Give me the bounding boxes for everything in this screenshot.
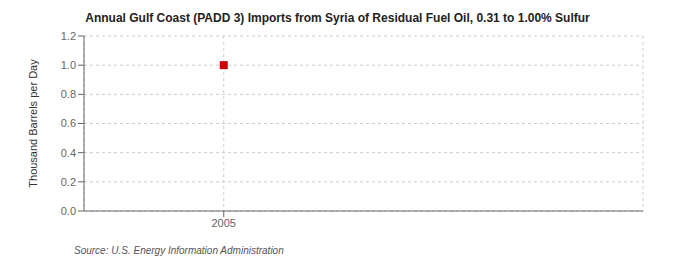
html-text:Annual Gulf Coast (PADD 3) Imp: Annual Gulf Coast (PADD 3) Imports from … — [85, 11, 590, 25]
svg-text:0.6: 0.6 — [61, 117, 76, 129]
svg-text:1.2: 1.2 — [61, 30, 76, 42]
svg-text:0.4: 0.4 — [61, 147, 76, 159]
svg-text:Thousand Barrels per Day: Thousand Barrels per Day — [27, 59, 39, 188]
svg-text:2005: 2005 — [212, 217, 236, 229]
svg-text:0.8: 0.8 — [61, 88, 76, 100]
svg-text:1.0: 1.0 — [61, 59, 76, 71]
svg-text:0.2: 0.2 — [61, 176, 76, 188]
html-text:Source: U.S. Energy Informatio: Source: U.S. Energy Information Administ… — [74, 245, 284, 256]
svg-text:0.0: 0.0 — [61, 205, 76, 217]
